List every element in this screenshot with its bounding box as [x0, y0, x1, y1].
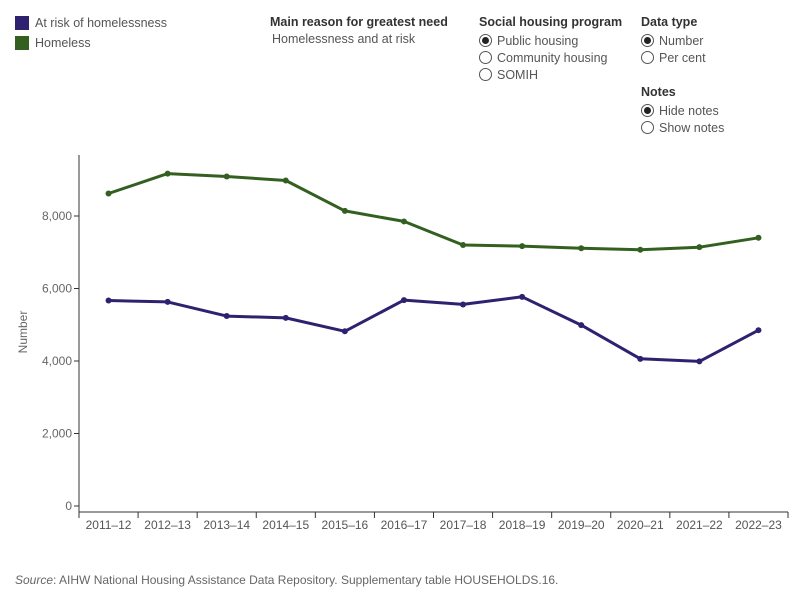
- legend-label-homeless: Homeless: [35, 36, 91, 50]
- y-tick-label: 4,000: [42, 354, 72, 368]
- y-tick-label: 8,000: [42, 209, 72, 223]
- x-tick-label: 2020–21: [617, 518, 664, 532]
- data-point: [637, 246, 644, 253]
- x-tick-label: 2019–20: [558, 518, 605, 532]
- radio-circle: [641, 104, 654, 117]
- y-tick-label: 0: [65, 499, 72, 513]
- radio-number[interactable]: Number: [641, 32, 706, 49]
- x-tick-label: 2013–14: [203, 518, 250, 532]
- data-point: [400, 297, 407, 304]
- legend-item-homeless[interactable]: Homeless: [15, 33, 167, 53]
- series-line-at-risk: [108, 295, 760, 363]
- radio-circle: [479, 34, 492, 47]
- radio-circle: [641, 51, 654, 64]
- reason-value[interactable]: Homelessness and at risk: [272, 32, 416, 46]
- x-tick-label: 2016–17: [381, 518, 428, 532]
- data-point: [223, 173, 230, 180]
- data-point: [578, 245, 585, 252]
- source-label: Source: [15, 573, 54, 587]
- data-point: [460, 301, 467, 308]
- legend-label-at-risk: At risk of homelessness: [35, 16, 167, 30]
- radio-label-number: Number: [659, 33, 704, 48]
- x-tick-label: 2021–22: [676, 518, 723, 532]
- x-tick-label: 2017–18: [440, 518, 487, 532]
- x-tick-label: 2022–23: [735, 518, 782, 532]
- data-point: [400, 218, 407, 225]
- x-tick-label: 2018–19: [499, 518, 546, 532]
- radio-public-housing[interactable]: Public housing: [479, 32, 622, 49]
- data-point: [637, 355, 644, 362]
- radio-somih[interactable]: SOMIH: [479, 66, 622, 83]
- radio-circle: [641, 121, 654, 134]
- y-tick-label: 2,000: [42, 427, 72, 441]
- y-axis-label: Number: [16, 311, 30, 354]
- program-control: Social housing program Public housing Co…: [479, 15, 622, 83]
- legend: At risk of homelessness Homeless: [15, 13, 167, 53]
- data-point: [164, 298, 171, 305]
- legend-swatch-homeless: [15, 36, 29, 50]
- source-text: : AIHW National Housing Assistance Data …: [53, 573, 559, 587]
- radio-show-notes[interactable]: Show notes: [641, 119, 724, 136]
- series-line-homeless: [108, 172, 759, 252]
- radio-hide-notes[interactable]: Hide notes: [641, 102, 724, 119]
- program-heading: Social housing program: [479, 15, 623, 29]
- reason-control: Main reason for greatest need Homelessne…: [270, 15, 448, 49]
- x-tick-label: 2014–15: [262, 518, 309, 532]
- radio-label-per-cent: Per cent: [659, 50, 706, 65]
- data-point: [519, 293, 526, 300]
- data-point: [578, 322, 585, 329]
- data-point: [282, 314, 289, 321]
- data-point: [282, 177, 289, 184]
- data-point: [460, 242, 467, 248]
- reason-heading: Main reason for greatest need: [270, 15, 448, 29]
- y-tick-label: 6,000: [42, 282, 72, 296]
- legend-swatch-at-risk: [15, 16, 29, 30]
- data-point: [755, 327, 762, 334]
- radio-per-cent[interactable]: Per cent: [641, 49, 706, 66]
- legend-item-at-risk[interactable]: At risk of homelessness: [15, 13, 167, 33]
- source-note: Source: AIHW National Housing Assistance…: [15, 573, 558, 587]
- radio-label-somih: SOMIH: [497, 67, 538, 82]
- radio-label-public-housing: Public housing: [497, 33, 579, 48]
- data-point: [341, 207, 348, 214]
- data-point: [223, 313, 230, 320]
- x-tick-label: 2012–13: [144, 518, 191, 532]
- data-point: [105, 297, 112, 304]
- radio-circle: [479, 68, 492, 81]
- datatype-heading: Data type: [641, 15, 698, 29]
- data-point: [696, 244, 703, 251]
- data-point: [105, 190, 112, 197]
- data-point: [519, 243, 526, 250]
- radio-circle: [641, 34, 654, 47]
- data-point: [341, 328, 348, 335]
- notes-heading: Notes: [641, 85, 676, 99]
- radio-label-hide-notes: Hide notes: [659, 103, 719, 118]
- radio-circle: [479, 51, 492, 64]
- data-point: [164, 170, 171, 177]
- x-tick-label: 2015–16: [322, 518, 369, 532]
- radio-label-community-housing: Community housing: [497, 50, 608, 65]
- x-tick-label: 2011–12: [86, 518, 132, 532]
- data-point: [696, 358, 703, 365]
- notes-control: Notes Hide notes Show notes: [641, 85, 724, 136]
- datatype-control: Data type Number Per cent: [641, 15, 706, 66]
- radio-community-housing[interactable]: Community housing: [479, 49, 622, 66]
- radio-label-show-notes: Show notes: [659, 120, 725, 135]
- line-chart: 0 2,000 4,000 6,000 8,000 Number 2011–12 2012–1…: [16, 155, 789, 532]
- data-point: [755, 234, 762, 241]
